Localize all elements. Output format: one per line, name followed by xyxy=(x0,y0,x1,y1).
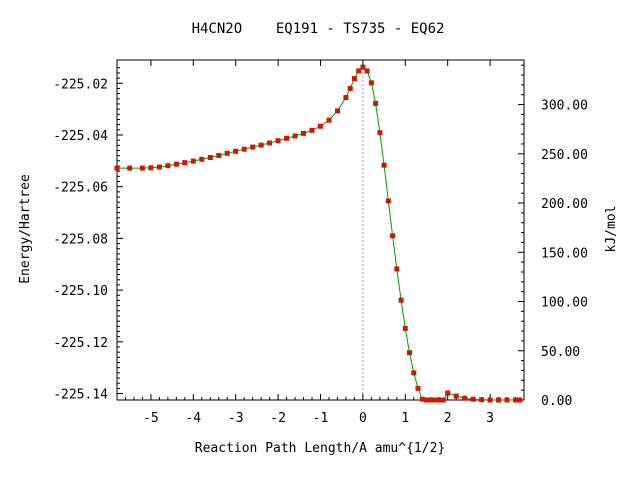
data-point xyxy=(373,100,379,106)
y-tick-label: -225.10 xyxy=(53,284,108,299)
data-point xyxy=(360,64,366,70)
data-point xyxy=(513,397,518,403)
data-point xyxy=(182,160,188,166)
data-point xyxy=(462,395,468,401)
data-point xyxy=(258,142,264,148)
y-tick-label: -225.12 xyxy=(53,336,108,351)
data-point xyxy=(335,108,340,114)
data-point xyxy=(419,396,425,402)
chart-title: H4CN2O EQ191 - TS735 - EQ62 xyxy=(192,21,445,37)
data-point xyxy=(309,127,315,133)
series-line xyxy=(117,66,520,401)
y2-tick-label: 250.00 xyxy=(541,148,588,163)
data-point xyxy=(453,393,459,399)
data-point xyxy=(275,138,281,144)
data-point xyxy=(301,130,306,136)
data-point xyxy=(368,80,374,86)
data-point xyxy=(496,397,502,403)
y-tick-label: -225.02 xyxy=(53,77,108,92)
data-point xyxy=(504,397,510,403)
data-point xyxy=(233,148,239,154)
x-axis-ticks: -5 -4 -3 -2 -1 0 1 2 3 xyxy=(116,60,517,426)
x-tick-label: 3 xyxy=(486,411,494,426)
data-point xyxy=(156,164,162,170)
data-point xyxy=(424,397,429,403)
data-point xyxy=(479,397,485,403)
y-axis-ticks: -225.02 -225.04 -225.06 -225.08 -225.10 -225.… xyxy=(53,67,123,403)
data-point xyxy=(517,397,523,403)
x-tick-label: -2 xyxy=(270,411,286,426)
data-point xyxy=(385,198,391,204)
data-point xyxy=(487,397,493,403)
data-point xyxy=(199,156,205,162)
y-axis-label: Energy/Hartree xyxy=(18,174,33,284)
y2-tick-label: 300.00 xyxy=(541,99,588,114)
y-tick-label: -225.14 xyxy=(53,388,108,403)
y2-axis-ticks: 0.00 50.00 100.00 150.00 200.00 250.00 300.00 xyxy=(518,64,588,409)
data-point xyxy=(224,150,230,156)
x-tick-label: 1 xyxy=(401,411,409,426)
data-point xyxy=(207,155,213,160)
data-point xyxy=(343,95,349,100)
data-point xyxy=(292,133,298,139)
data-point xyxy=(318,123,323,129)
series-layer xyxy=(114,64,523,403)
data-point xyxy=(250,144,256,150)
data-point xyxy=(470,396,476,402)
data-point xyxy=(364,68,370,74)
x-tick-label: -5 xyxy=(143,411,159,426)
x-tick-label: 2 xyxy=(444,411,452,426)
data-point xyxy=(127,165,133,171)
y2-tick-label: 50.00 xyxy=(541,345,580,360)
data-point xyxy=(377,130,383,136)
data-point xyxy=(165,163,171,169)
data-point xyxy=(402,325,408,331)
x-tick-label: 0 xyxy=(359,411,367,426)
data-point xyxy=(284,135,290,141)
x-tick-label: -1 xyxy=(313,411,329,426)
y-tick-label: -225.06 xyxy=(53,181,108,196)
data-point xyxy=(440,397,446,403)
data-point xyxy=(326,117,332,123)
data-point xyxy=(347,85,353,91)
data-point xyxy=(139,165,145,171)
data-point xyxy=(411,370,417,376)
data-point xyxy=(114,165,120,171)
data-point xyxy=(398,297,404,303)
data-point xyxy=(148,165,154,171)
data-point xyxy=(216,152,222,158)
data-point xyxy=(351,76,357,82)
data-point xyxy=(394,266,400,272)
data-point xyxy=(241,146,247,152)
y2-tick-label: 100.00 xyxy=(541,296,588,311)
y2-tick-label: 0.00 xyxy=(541,394,572,409)
plot-frame xyxy=(116,59,525,401)
y-tick-label: -225.08 xyxy=(53,232,108,247)
y2-axis-label: kJ/mol xyxy=(604,206,619,253)
data-point xyxy=(436,397,442,403)
x-tick-label: -3 xyxy=(228,411,244,426)
data-point xyxy=(432,397,438,403)
data-point xyxy=(390,233,396,239)
y2-tick-label: 150.00 xyxy=(541,246,588,261)
data-point xyxy=(445,390,451,396)
data-point xyxy=(428,397,434,403)
y2-tick-label: 200.00 xyxy=(541,197,588,212)
data-point xyxy=(190,158,196,164)
data-point xyxy=(356,68,362,74)
data-point xyxy=(381,162,387,168)
x-tick-label: -4 xyxy=(185,411,201,426)
y-tick-label: -225.04 xyxy=(53,129,108,144)
x-axis-label: Reaction Path Length/A amu^{1/2} xyxy=(195,441,445,456)
data-point xyxy=(173,161,179,167)
data-point xyxy=(415,385,421,391)
data-point xyxy=(407,350,412,356)
data-point xyxy=(267,140,273,146)
